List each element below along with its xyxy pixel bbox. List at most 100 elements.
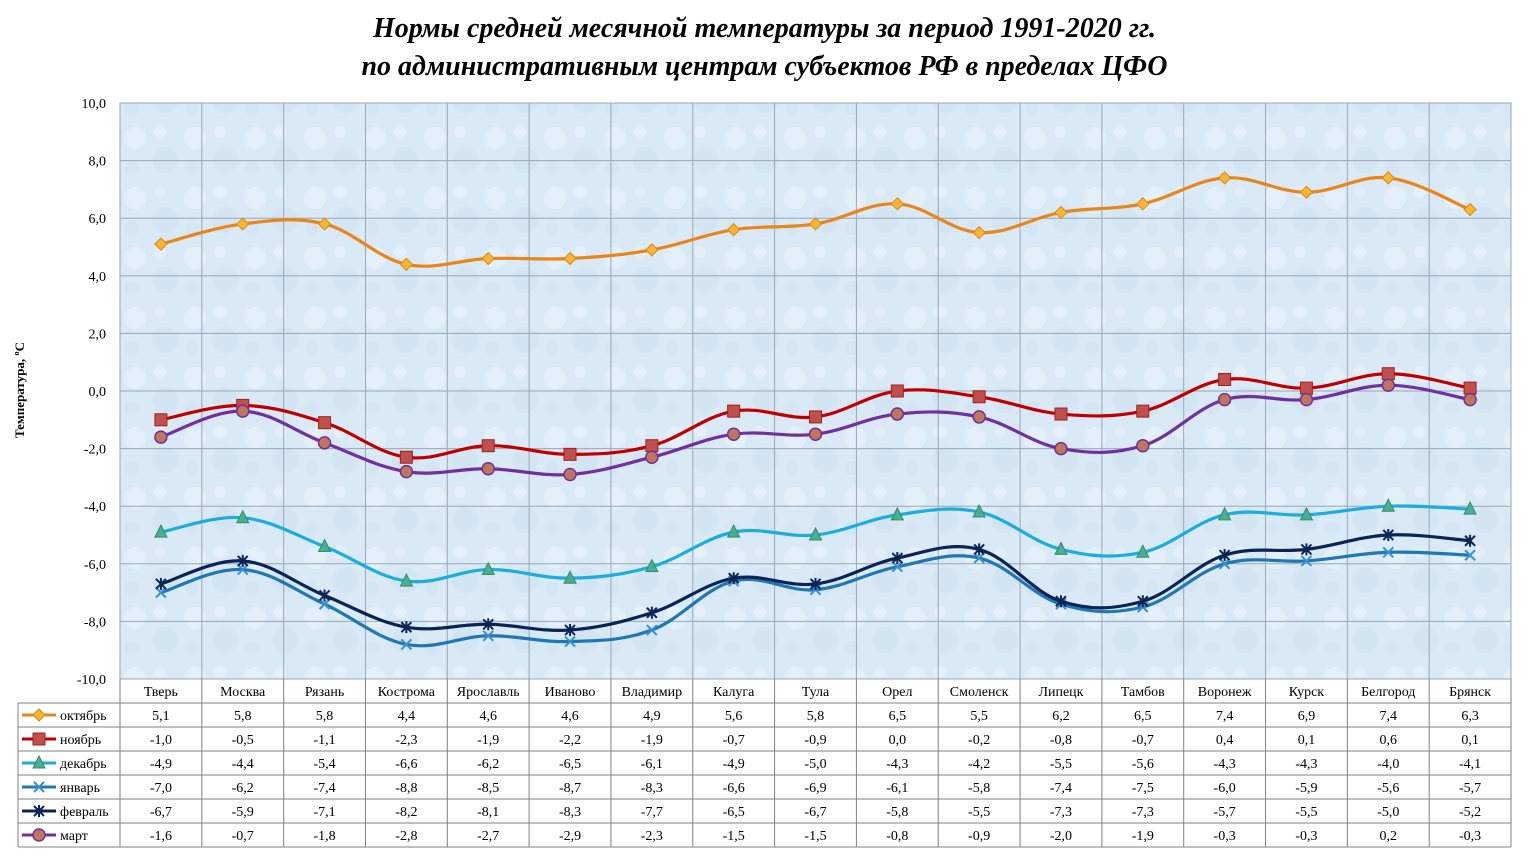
- table-value: -7,1: [313, 805, 335, 820]
- data-point: [890, 197, 905, 211]
- data-point: [808, 526, 823, 541]
- data-point: [1137, 595, 1149, 608]
- data-point: [726, 427, 741, 441]
- table-value: -5,9: [232, 805, 254, 820]
- data-point: [318, 598, 331, 610]
- table-value: -6,6: [723, 781, 745, 796]
- y-tick-label: 0,0: [89, 385, 107, 400]
- table-value: -1,8: [313, 829, 335, 844]
- data-point: [646, 606, 658, 619]
- data-point: [481, 439, 495, 453]
- data-point: [237, 563, 249, 576]
- data-point: [482, 630, 494, 642]
- table-value: -6,0: [1214, 781, 1236, 796]
- table-value: 5,8: [234, 709, 252, 724]
- data-point: [726, 524, 741, 538]
- y-tick-label: -6,0: [84, 558, 106, 573]
- table-value: -8,3: [641, 781, 663, 796]
- data-point: [481, 561, 496, 576]
- legend-marker: [32, 828, 46, 842]
- data-point: [237, 554, 249, 567]
- data-point: [1054, 541, 1068, 555]
- x-category-label: Калуга: [713, 685, 755, 700]
- table-value: 6,3: [1461, 709, 1479, 724]
- data-point: [973, 543, 985, 556]
- data-point: [890, 506, 905, 521]
- data-point: [400, 621, 413, 634]
- table-value: -7,3: [1132, 805, 1154, 820]
- data-point: [890, 407, 905, 421]
- legend-key: [22, 732, 56, 746]
- table-value: 0,6: [1380, 733, 1398, 748]
- data-point: [972, 410, 986, 424]
- table-value: -1,9: [477, 733, 499, 748]
- legend-series-name: март: [60, 829, 88, 844]
- data-point: [645, 439, 659, 453]
- y-tick-label: -10,0: [77, 673, 106, 688]
- data-point: [1300, 555, 1313, 567]
- data-point: [1299, 185, 1314, 199]
- data-point: [481, 462, 495, 476]
- data-point: [891, 560, 904, 573]
- data-point: [1054, 407, 1068, 421]
- x-category-label: Ярославль: [457, 685, 520, 700]
- data-point: [235, 509, 250, 524]
- y-tick-label: 8,0: [89, 155, 107, 170]
- table-value: -4,4: [232, 757, 254, 772]
- table-value: -7,4: [1050, 781, 1072, 796]
- data-point: [1299, 506, 1314, 521]
- legend-marker: [32, 708, 46, 722]
- legend-series-name: январь: [60, 781, 100, 796]
- data-point: [317, 436, 332, 450]
- x-category-label: Воронеж: [1198, 685, 1252, 700]
- x-category-label: Липецк: [1038, 685, 1083, 700]
- data-point: [563, 467, 577, 482]
- x-category-label: Кострома: [378, 685, 436, 700]
- table-value: -5,8: [886, 805, 908, 820]
- data-point: [973, 552, 985, 564]
- table-value: -4,3: [1214, 757, 1236, 772]
- table-value: -7,4: [313, 781, 335, 796]
- table-value: -4,9: [723, 757, 745, 772]
- data-point: [1136, 404, 1150, 418]
- table-value: -6,6: [395, 757, 417, 772]
- table-value: 0,1: [1298, 733, 1316, 748]
- data-point: [645, 243, 659, 257]
- table-value: -0,8: [1050, 733, 1072, 748]
- table-value: -2,0: [1050, 829, 1072, 844]
- table-value: 4,9: [643, 709, 661, 724]
- legend-key: [22, 754, 56, 769]
- data-point: [1382, 529, 1394, 541]
- legend-series-name: октябрь: [60, 709, 107, 724]
- table-value: -4,9: [150, 757, 172, 772]
- data-point: [891, 552, 904, 565]
- data-point: [1299, 381, 1313, 395]
- data-point: [808, 427, 823, 441]
- data-point: [972, 225, 986, 240]
- y-tick-label: 2,0: [89, 327, 107, 342]
- series-2: [154, 367, 1477, 464]
- data-point: [563, 251, 577, 266]
- table-value: 4,6: [561, 709, 579, 724]
- data-point: [563, 447, 577, 461]
- data-point: [399, 464, 414, 479]
- data-point: [1463, 392, 1477, 407]
- table-value: -5,8: [968, 781, 990, 796]
- y-axis-ticks: 10,0 8,0 6,0 4,0 2,0 0,0 -2,0 -4,0 -6,0 -8,0 -10,0: [77, 97, 106, 688]
- x-category-label: Белгород: [1361, 685, 1415, 700]
- table-value: -5,5: [1295, 805, 1317, 820]
- table-value: -8,7: [559, 781, 581, 796]
- table-value: -1,6: [150, 829, 172, 844]
- data-point: [727, 404, 741, 418]
- data-point: [154, 237, 168, 251]
- table-value: -7,5: [1132, 781, 1154, 796]
- table-value: -1,1: [313, 733, 335, 748]
- y-tick-label: -4,0: [84, 500, 106, 515]
- table-value: -0,8: [886, 829, 908, 844]
- data-point: [400, 638, 413, 651]
- data-point: [890, 384, 904, 398]
- table-value: 4,4: [398, 709, 416, 724]
- data-point: [155, 577, 167, 590]
- table-value: -4,0: [1377, 757, 1399, 772]
- data-point: [1217, 392, 1232, 407]
